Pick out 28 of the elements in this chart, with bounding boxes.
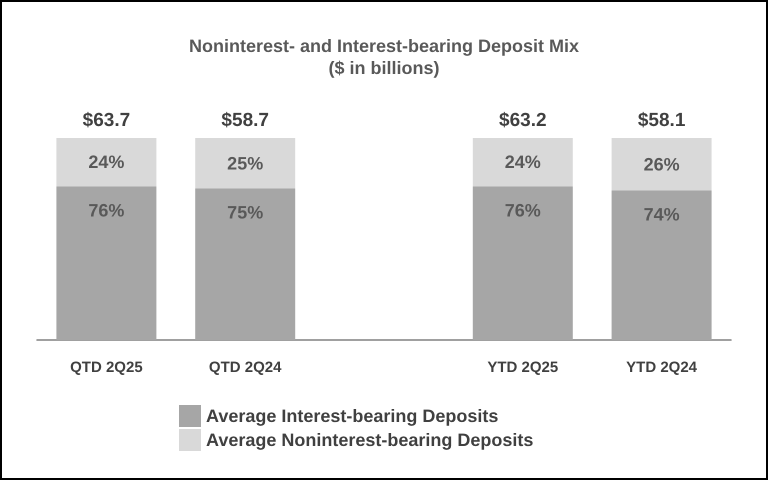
annotation: $63.2 [499, 110, 547, 131]
bar [472, 186, 573, 340]
chart-title: Noninterest- and Interest-bearing Deposit Mix [188, 36, 580, 56]
data-label: 74% [644, 204, 680, 225]
data-label: 25% [227, 153, 264, 174]
annotation: $63.7 [82, 110, 130, 131]
legend-label: Average Noninterest-bearing Deposits [206, 430, 534, 450]
chart-subtitle: ($ in billions) [328, 58, 440, 78]
data-label: 24% [504, 152, 541, 172]
annotation: $58.1 [638, 110, 686, 131]
x-tick-label: QTD 2Q24 [208, 359, 282, 376]
data-label: 76% [504, 200, 541, 220]
bar [195, 138, 296, 188]
annotation: $58.7 [221, 110, 269, 131]
bar [612, 138, 712, 191]
bar [612, 190, 712, 340]
legend-label: Average Interest-bearing Deposits [206, 406, 498, 426]
data-label: 26% [644, 154, 680, 174]
x-tick-label: YTD 2Q24 [626, 359, 698, 376]
bar [56, 186, 156, 340]
x-tick-label: QTD 2Q25 [70, 359, 143, 376]
data-label: 75% [227, 202, 264, 222]
bar [56, 138, 156, 186]
data-label: 76% [88, 200, 124, 220]
bar [472, 138, 573, 186]
data-label: 24% [88, 152, 124, 172]
bar [195, 188, 296, 340]
x-tick-label: YTD 2Q25 [487, 359, 558, 376]
